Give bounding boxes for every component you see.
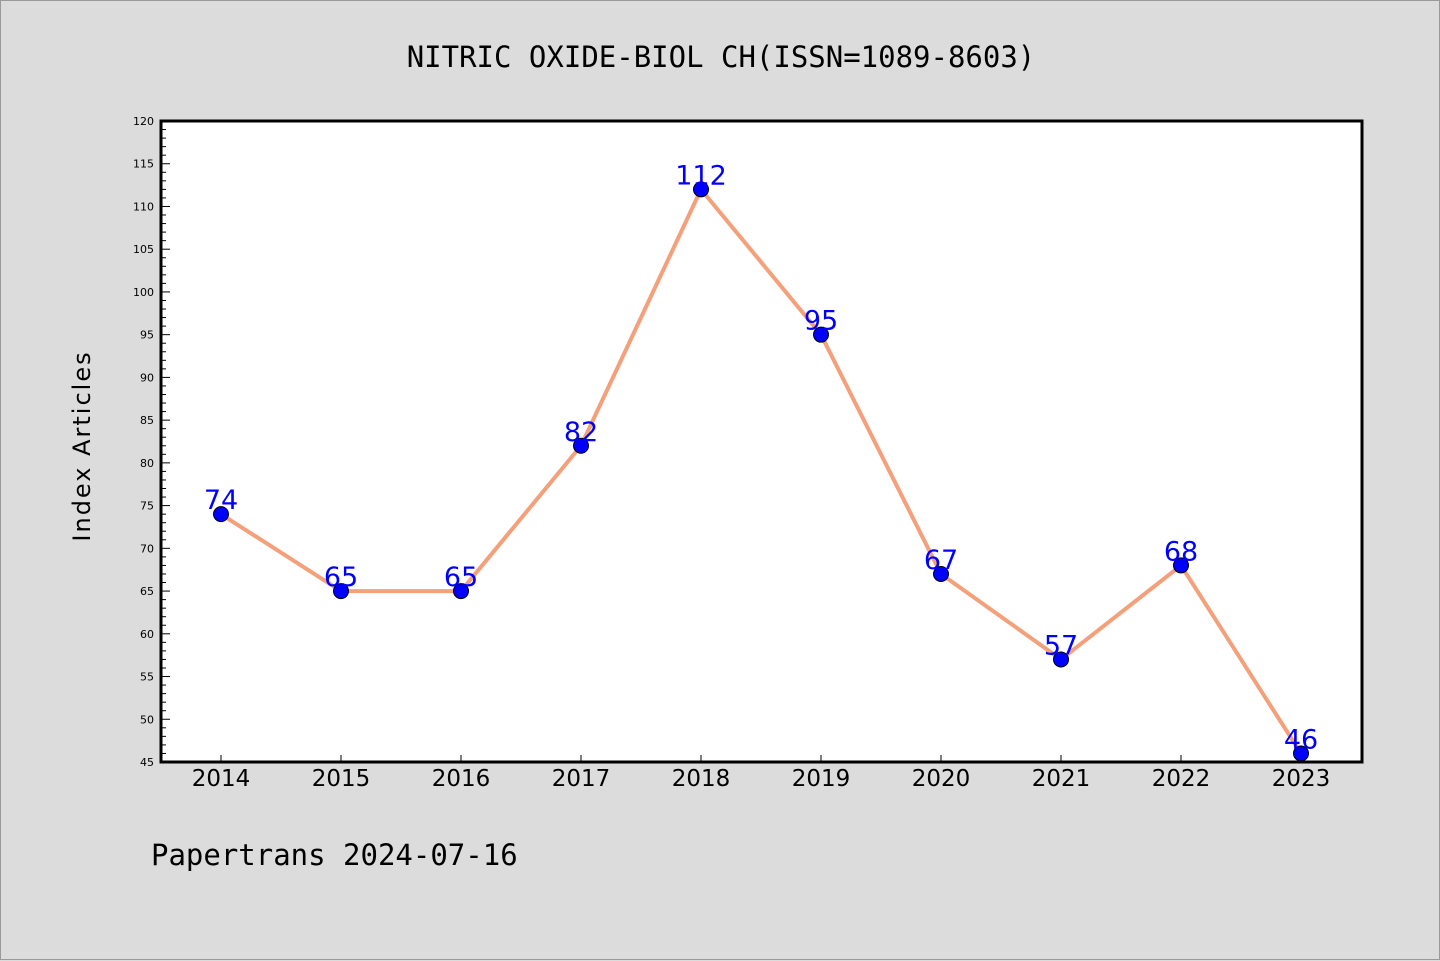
data-label: 74 [204,485,238,516]
y-tick-label: 105 [133,243,154,256]
y-tick-label: 115 [133,158,154,171]
y-tick-label: 80 [140,457,154,470]
y-tick-label: 70 [140,542,154,555]
data-label: 65 [324,562,358,593]
data-point [813,326,829,343]
data-label: 46 [1284,724,1318,755]
x-tick-label: 2020 [912,766,971,792]
x-tick-label: 2016 [432,766,491,792]
y-tick-label: 110 [133,200,154,213]
y-axis-label: Index Articles [68,350,96,541]
data-label: 95 [804,306,838,337]
data-label: 57 [1044,630,1078,661]
data-point [213,506,229,523]
y-tick-label: 60 [140,628,154,641]
y-tick-label: 65 [140,585,154,598]
series-line-group: 74 65 65 82 112 95 67 57 68 46 [204,160,1318,762]
y-tick-label: 85 [140,414,154,427]
data-label: 67 [924,545,958,576]
data-point [453,583,469,600]
chart-title: NITRIC OXIDE-BIOL CH(ISSN=1089-8603) [407,40,1036,74]
x-tick-label: 2018 [672,766,731,792]
data-point [1173,557,1189,574]
data-point [693,181,709,198]
x-axis: 2014 2015 2016 2017 2018 2019 2020 2021 2022 2023 [192,755,1331,792]
y-tick-label: 120 [133,115,154,128]
y-tick-label: 75 [140,500,154,513]
y-axis: 45 50 55 60 65 70 75 80 85 90 95 100 105 110 115 120 [133,115,170,769]
data-point [1293,745,1309,762]
data-label: 82 [564,417,598,448]
y-tick-label: 50 [140,713,154,726]
x-tick-label: 2023 [1272,766,1331,792]
data-point [573,437,589,454]
data-point [933,565,949,582]
x-tick-label: 2015 [312,766,371,792]
y-tick-label: 45 [140,756,154,769]
y-tick-label: 100 [133,286,154,299]
data-label: 68 [1164,536,1198,567]
x-tick-label: 2021 [1032,766,1091,792]
x-tick-label: 2017 [552,766,611,792]
y-tick-label: 55 [140,671,154,684]
x-tick-label: 2022 [1152,766,1211,792]
data-label: 65 [444,562,478,593]
plot-area [159,119,1364,764]
data-label: 112 [675,160,727,191]
x-tick-label: 2019 [792,766,851,792]
y-tick-label: 95 [140,329,154,342]
series-line [219,187,1303,756]
x-tick-label: 2014 [192,766,251,792]
footer-text: Papertrans 2024-07-16 [151,838,518,872]
data-point [333,583,349,600]
data-point [1053,651,1069,668]
y-tick-label: 90 [140,371,154,384]
